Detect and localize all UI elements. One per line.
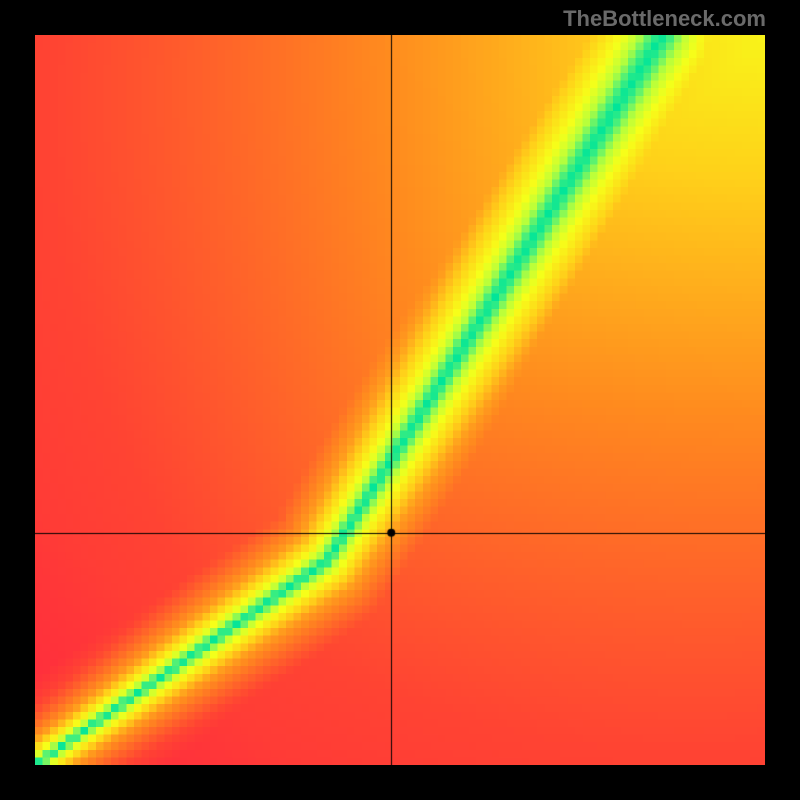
- bottleneck-heatmap: [35, 35, 765, 765]
- watermark-text: TheBottleneck.com: [563, 6, 766, 32]
- chart-container: TheBottleneck.com: [0, 0, 800, 800]
